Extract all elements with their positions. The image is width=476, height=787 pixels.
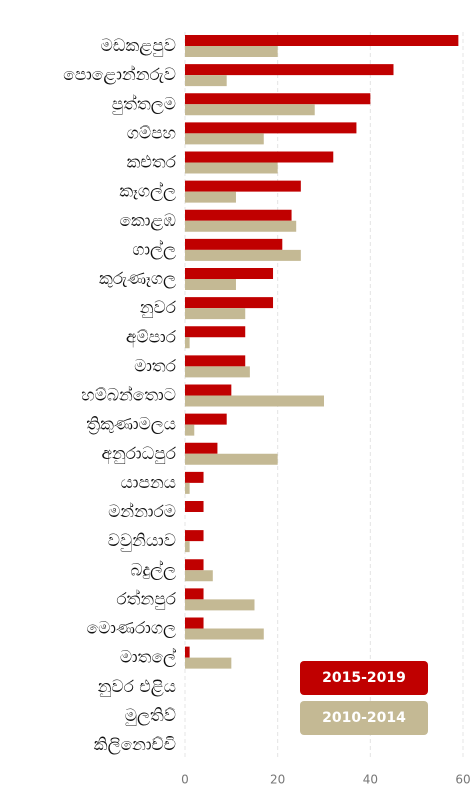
bar — [185, 424, 195, 436]
bar — [185, 442, 218, 454]
category-label: මුලතිව් — [125, 706, 176, 726]
bar — [185, 530, 204, 542]
x-tick-label: 60 — [455, 773, 470, 787]
category-label: මොණරාගල — [87, 619, 176, 639]
x-tick-label: 40 — [363, 773, 378, 787]
category-label: මාතලේ — [120, 647, 176, 667]
bar — [185, 384, 232, 396]
category-label: ගාල්ල — [132, 240, 176, 260]
category-label: ගම්පහ — [127, 123, 176, 143]
bar — [185, 104, 315, 116]
bar — [185, 151, 334, 163]
bar — [185, 413, 227, 425]
category-label: පොළොන්නරුව — [63, 65, 176, 85]
category-label: හම්බන්තොට — [81, 385, 176, 405]
bar — [185, 64, 394, 76]
x-tick-label: 20 — [270, 773, 285, 787]
category-label: නුවර එළිය — [98, 677, 176, 697]
bar — [185, 453, 278, 465]
bar — [185, 93, 371, 105]
legend-swatch — [300, 661, 428, 695]
bar — [185, 279, 236, 290]
bar — [185, 541, 190, 553]
bar — [185, 249, 301, 261]
bar — [185, 646, 190, 658]
bar — [185, 191, 236, 203]
bar — [185, 657, 232, 669]
bar — [185, 308, 246, 320]
category-label: මාතර — [134, 356, 177, 376]
category-label: කිලිනොච්චි — [94, 735, 176, 755]
category-label: කුරුණෑගල — [99, 269, 176, 289]
legend-swatch — [300, 701, 428, 735]
bar — [185, 326, 246, 338]
bar — [185, 209, 292, 221]
category-label: බදුල්ල — [130, 560, 176, 580]
bar — [185, 337, 190, 349]
bar — [185, 395, 324, 407]
bar — [185, 482, 190, 494]
bar — [185, 355, 246, 367]
bar — [185, 617, 204, 629]
bar — [185, 570, 213, 582]
category-label: අම්පාර — [126, 327, 177, 348]
bar — [185, 122, 357, 134]
category-label: නුවර — [140, 298, 177, 318]
x-tick-label: 0 — [181, 773, 189, 787]
category-label: මන්නාරම — [108, 502, 176, 522]
category-label: කළුතර — [127, 153, 177, 173]
category-label: වවුනියාව — [108, 531, 176, 551]
bar — [185, 628, 264, 640]
bar — [185, 35, 459, 46]
category-label: අනුරාධපුර — [101, 444, 176, 465]
category-label: මඩකළපුව — [101, 36, 176, 56]
bar — [185, 297, 274, 309]
bar — [185, 599, 255, 611]
bar — [185, 501, 204, 512]
bar — [185, 133, 264, 145]
legend-label: 2010-2014 — [322, 710, 406, 726]
bar — [185, 471, 204, 483]
category-label: කොළඹ — [119, 211, 176, 231]
category-label: රත්නපුර — [116, 589, 176, 609]
category-label: පුත්තලම — [112, 94, 176, 114]
category-label: කෑගල්ල — [119, 181, 176, 201]
bar — [185, 268, 274, 279]
bar — [185, 46, 278, 57]
bar — [185, 559, 204, 571]
category-label: ත්‍රිකුණාමලය — [86, 415, 176, 435]
bar — [185, 162, 278, 174]
bar — [185, 588, 204, 600]
bar — [185, 75, 227, 87]
category-label: යාපනය — [121, 473, 176, 493]
bar — [185, 180, 301, 192]
bar — [185, 238, 283, 250]
legend-label: 2015-2019 — [322, 670, 406, 686]
bar — [185, 220, 297, 232]
bar — [185, 366, 250, 378]
